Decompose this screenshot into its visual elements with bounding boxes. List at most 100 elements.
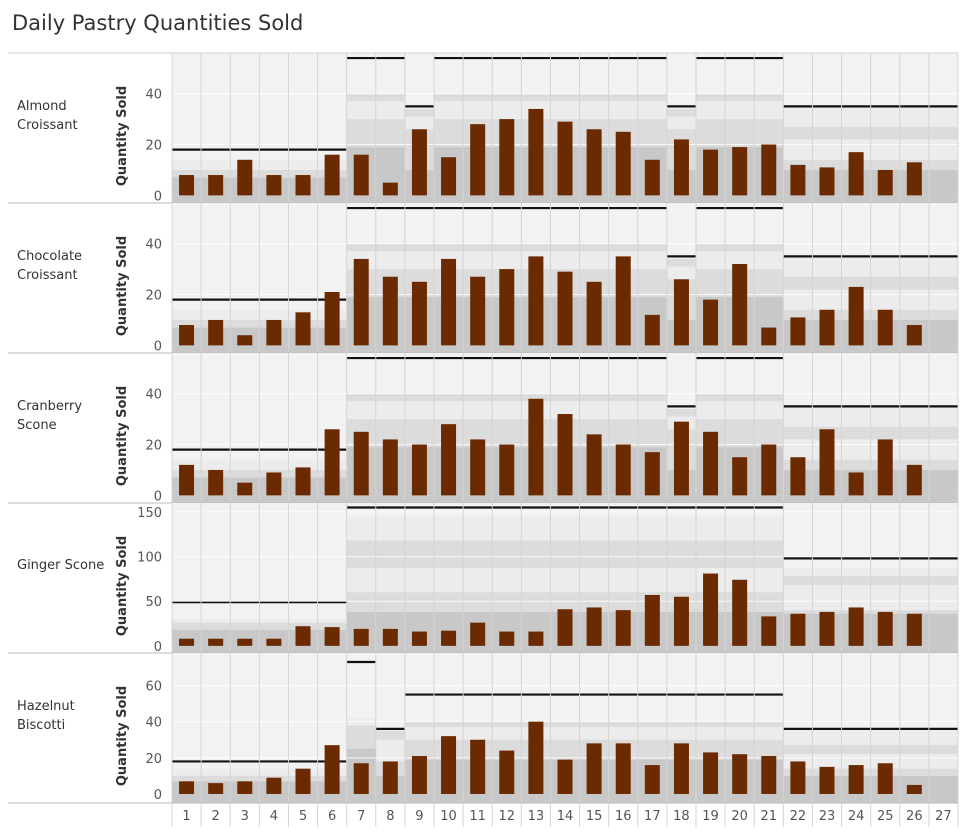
- bar: [732, 264, 748, 346]
- bar: [353, 763, 369, 794]
- x-tick-label: 22: [790, 809, 807, 824]
- band-range: [346, 725, 376, 749]
- bar: [877, 309, 893, 346]
- band-range: [666, 116, 696, 130]
- bar: [586, 434, 602, 496]
- x-tick-label: 4: [270, 809, 278, 824]
- bar: [266, 472, 282, 496]
- bar: [528, 398, 544, 496]
- bar: [644, 765, 660, 794]
- bar: [819, 309, 835, 346]
- bar: [703, 431, 719, 496]
- row-label-line: Biscotti: [17, 718, 65, 733]
- x-tick-label: 24: [848, 809, 865, 824]
- bar: [644, 159, 660, 196]
- bar: [732, 579, 748, 646]
- x-tick-label: 3: [241, 809, 249, 824]
- band-base: [346, 495, 667, 503]
- y-tick-label: 20: [145, 439, 162, 454]
- x-tick-label: 17: [644, 809, 661, 824]
- bar: [761, 444, 777, 496]
- bar: [499, 119, 515, 196]
- row-label-line: Chocolate: [17, 249, 82, 264]
- bar: [906, 613, 922, 646]
- y-tick-label: 40: [145, 716, 162, 731]
- band-range: [375, 730, 405, 740]
- bar: [557, 414, 573, 496]
- band-base: [346, 793, 376, 803]
- bar: [644, 594, 660, 646]
- y-tick-label: 0: [154, 640, 162, 655]
- bar: [790, 457, 806, 496]
- bar: [761, 144, 777, 196]
- band-base: [696, 495, 784, 503]
- band-range: [346, 401, 667, 420]
- x-tick-label: 19: [702, 809, 719, 824]
- x-tick-label: 12: [499, 809, 516, 824]
- bar: [819, 429, 835, 496]
- y-tick-label: 40: [145, 388, 162, 403]
- bar: [237, 638, 253, 646]
- bar: [790, 613, 806, 646]
- y-axis-title: Quantity Sold: [115, 686, 130, 786]
- band-range: [666, 258, 696, 267]
- y-tick-label: 20: [145, 139, 162, 154]
- bar: [586, 281, 602, 346]
- bar: [848, 765, 864, 794]
- bar: [703, 299, 719, 346]
- x-tick-label: 1: [182, 809, 190, 824]
- x-tick-label: 6: [328, 809, 336, 824]
- band-range: [696, 251, 784, 270]
- bar: [703, 752, 719, 794]
- bar: [557, 609, 573, 646]
- bar: [266, 777, 282, 794]
- row-label: Almond Croissant: [17, 99, 78, 133]
- bar: [499, 444, 515, 496]
- band-base: [696, 345, 784, 353]
- band-range: [666, 108, 696, 117]
- bar: [586, 743, 602, 794]
- bar: [586, 607, 602, 646]
- bar: [382, 439, 398, 496]
- bar: [703, 573, 719, 646]
- bar: [266, 638, 282, 646]
- y-tick-label: 40: [145, 88, 162, 103]
- bar: [848, 472, 864, 496]
- bar: [732, 147, 748, 196]
- y-tick-label: 0: [154, 489, 162, 504]
- bar: [673, 743, 689, 794]
- y-tick-label: 40: [145, 238, 162, 253]
- bar: [382, 761, 398, 794]
- bar: [906, 784, 922, 794]
- band-range: [696, 243, 784, 252]
- y-tick-label: 0: [154, 788, 162, 803]
- bar: [499, 750, 515, 794]
- x-tick-label: 7: [357, 809, 365, 824]
- bar: [615, 256, 631, 346]
- row-3: 0 20 40 Quantity Sold Cranberry Scone: [8, 353, 959, 504]
- x-tick-label: 18: [673, 809, 690, 824]
- y-axis-title: Quantity Sold: [115, 536, 130, 636]
- bar: [470, 739, 486, 794]
- bar: [906, 162, 922, 196]
- bar: [237, 482, 253, 496]
- bar: [877, 763, 893, 794]
- band-base: [404, 195, 434, 203]
- band-base: [696, 195, 784, 203]
- bar: [324, 627, 340, 646]
- bar: [790, 164, 806, 196]
- x-tick-label: 15: [586, 809, 603, 824]
- chart-title: Daily Pastry Quantities Sold: [12, 11, 304, 35]
- row-label-line: Scone: [17, 418, 57, 433]
- bar: [790, 317, 806, 346]
- bar: [208, 319, 224, 346]
- bar: [848, 286, 864, 346]
- band-range: [346, 393, 667, 402]
- bar: [615, 743, 631, 794]
- band-range: [404, 108, 434, 117]
- band-range: [346, 516, 784, 541]
- x-tick-label: 2: [212, 809, 220, 824]
- bar: [848, 607, 864, 646]
- bar: [266, 319, 282, 346]
- bar: [382, 628, 398, 646]
